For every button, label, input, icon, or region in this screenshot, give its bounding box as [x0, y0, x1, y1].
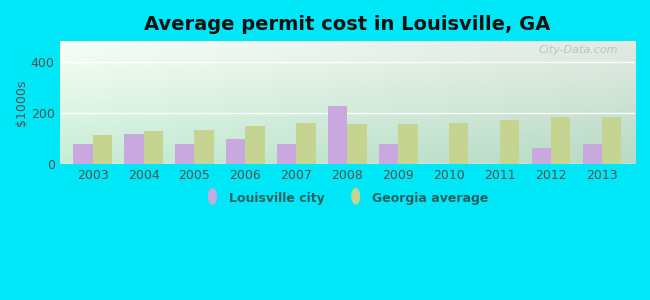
Bar — [246, 126, 265, 164]
Bar — [144, 131, 163, 164]
Bar — [582, 144, 602, 164]
Bar — [532, 148, 551, 164]
Bar — [124, 134, 144, 164]
Bar — [296, 123, 316, 164]
Title: Average permit cost in Louisville, GA: Average permit cost in Louisville, GA — [144, 15, 551, 34]
Bar — [92, 135, 112, 164]
Bar — [602, 117, 621, 164]
Y-axis label: $1000s: $1000s — [15, 80, 28, 126]
Bar — [73, 144, 92, 164]
Bar — [347, 124, 367, 164]
Bar — [226, 139, 246, 164]
Text: City-Data.com: City-Data.com — [538, 45, 617, 55]
Bar — [175, 144, 194, 164]
Bar — [328, 106, 347, 164]
Bar — [551, 117, 570, 164]
Legend: Louisville city, Georgia average: Louisville city, Georgia average — [202, 186, 493, 210]
Bar — [449, 123, 469, 164]
Bar — [398, 124, 417, 164]
Bar — [194, 130, 214, 164]
Bar — [277, 144, 296, 164]
Bar — [500, 120, 519, 164]
Bar — [379, 144, 398, 164]
